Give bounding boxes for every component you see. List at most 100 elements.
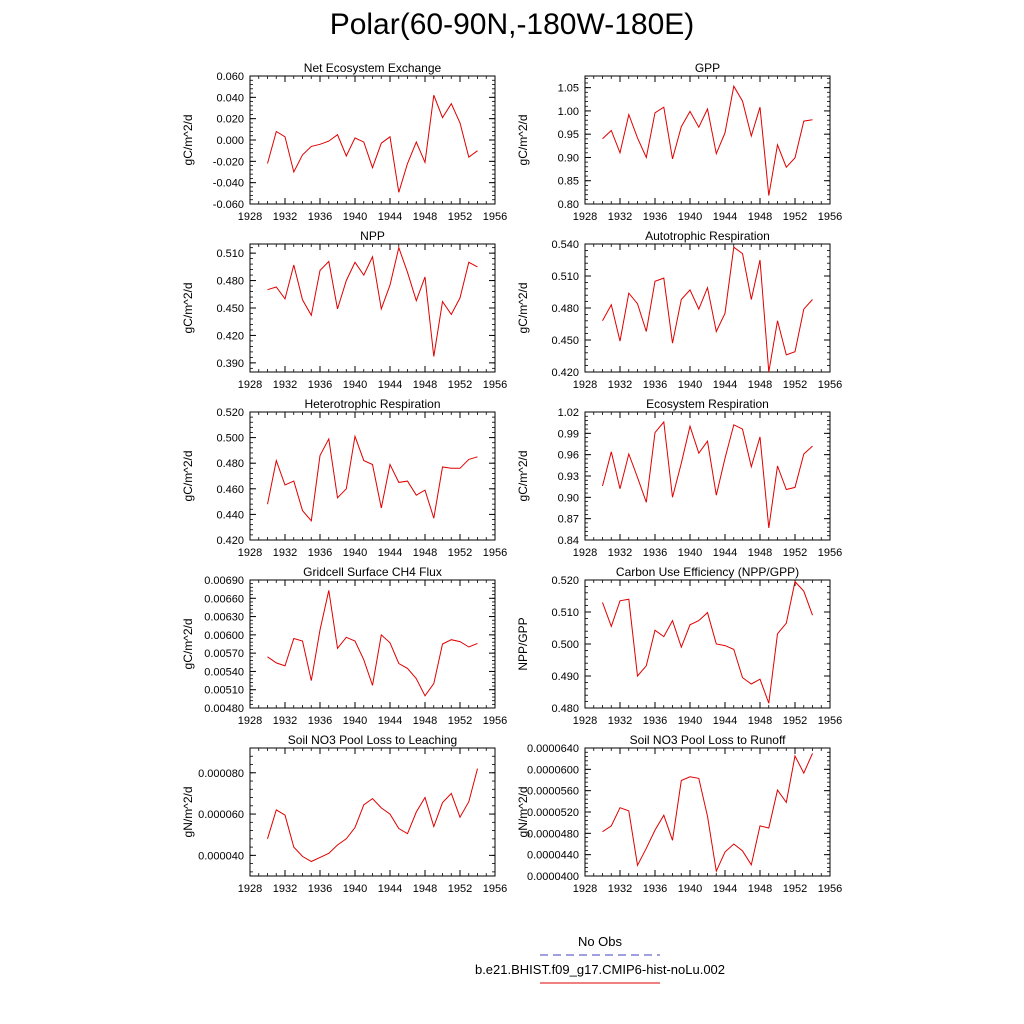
y-tick-label: 0.84: [558, 535, 579, 547]
x-tick-label: 1932: [273, 883, 297, 895]
x-tick-label: 1952: [783, 547, 807, 559]
chart-panel: Net Ecosystem Exchange gC/m^2/d 1928 1932 19…: [181, 61, 507, 223]
x-tick-label: 1952: [448, 715, 472, 727]
x-tick-label: 1948: [413, 379, 437, 391]
series-line: [602, 246, 813, 373]
x-tick-label: 1928: [238, 211, 262, 223]
x-tick-label: 1936: [643, 379, 667, 391]
chart-title: Autotrophic Respiration: [645, 229, 770, 243]
y-tick-label: 0.95: [558, 129, 579, 141]
y-tick-label: 0.90: [558, 492, 579, 504]
chart-panel: Autotrophic Respiration gC/m^2/d 1928 1932 1…: [516, 229, 842, 391]
y-tick-label: 0.480: [216, 458, 244, 470]
plot-frame: [249, 579, 496, 709]
y-tick-label: 0.540: [551, 239, 579, 251]
series-line: [267, 245, 478, 357]
x-tick-label: 1928: [238, 883, 262, 895]
x-tick-label: 1936: [308, 715, 332, 727]
y-axis-label: gC/m^2/d: [516, 283, 530, 334]
x-tick-label: 1940: [678, 715, 702, 727]
x-tick-label: 1952: [448, 883, 472, 895]
x-tick-label: 1948: [748, 547, 772, 559]
x-tick-label: 1944: [713, 379, 737, 391]
x-tick-label: 1952: [448, 379, 472, 391]
y-tick-label: 0.00660: [204, 593, 244, 605]
x-tick-label: 1936: [308, 547, 332, 559]
legend: No Obs b.e21.BHIST.f09_g17.CMIP6-hist-no…: [440, 930, 760, 1000]
y-tick-label: 0.000040: [198, 850, 244, 862]
x-tick-label: 1932: [608, 883, 632, 895]
y-tick-label: 0.040: [216, 92, 244, 104]
x-tick-label: 1940: [678, 379, 702, 391]
y-tick-label: 0.450: [551, 335, 579, 347]
x-tick-label: 1940: [678, 211, 702, 223]
y-tick-label: 0.450: [216, 303, 244, 315]
y-tick-label: 0.500: [551, 639, 579, 651]
x-tick-label: 1944: [713, 211, 737, 223]
series-line: [267, 590, 478, 697]
y-tick-label: 0.420: [216, 535, 244, 547]
x-tick-label: 1928: [238, 547, 262, 559]
series-line: [602, 580, 813, 704]
legend-obs-label: No Obs: [577, 934, 623, 949]
chart-panel: NPP gC/m^2/d 1928 1932 1936 1940 1944 1948 1952 1…: [181, 229, 507, 391]
y-tick-label: 1.05: [558, 83, 579, 95]
y-tick-label: 0.420: [551, 367, 579, 379]
y-tick-label: 0.510: [551, 607, 579, 619]
y-tick-label: 0.420: [216, 330, 244, 342]
x-tick-label: 1948: [413, 715, 437, 727]
chart-panel: GPP gC/m^2/d 1928 1932 1936 1940 1944 1948 1952 1…: [516, 61, 842, 223]
y-tick-label: 1.02: [558, 407, 579, 419]
x-tick-label: 1948: [748, 883, 772, 895]
y-tick-label: 0.460: [216, 484, 244, 496]
x-tick-label: 1932: [273, 715, 297, 727]
x-tick-label: 1936: [308, 883, 332, 895]
chart-panel: Ecosystem Respiration gC/m^2/d 1928 1932 193…: [516, 397, 842, 559]
y-tick-label: 0.480: [216, 276, 244, 288]
y-tick-label: 0.000060: [198, 809, 244, 821]
x-tick-label: 1932: [608, 547, 632, 559]
y-tick-label: 0.020: [216, 114, 244, 126]
y-axis-label: NPP/GPP: [516, 617, 530, 670]
chart-title: GPP: [695, 61, 720, 75]
series-line: [267, 95, 478, 193]
y-tick-label: 0.0000600: [527, 764, 579, 776]
y-tick-label: 0.0000640: [527, 743, 579, 755]
x-tick-label: 1948: [748, 715, 772, 727]
x-tick-label: 1944: [378, 379, 402, 391]
legend-model-line: [540, 982, 660, 984]
x-tick-label: 1956: [818, 883, 842, 895]
y-tick-label: 0.96: [558, 450, 579, 462]
x-tick-label: 1956: [818, 547, 842, 559]
y-axis-label: gC/m^2/d: [181, 451, 195, 502]
chart-title: NPP: [360, 229, 385, 243]
chart-panel: Carbon Use Efficiency (NPP/GPP) NPP/GPP 19…: [516, 565, 842, 727]
y-tick-label: 0.93: [558, 471, 579, 483]
y-tick-label: 0.510: [216, 248, 244, 260]
x-tick-label: 1944: [713, 883, 737, 895]
y-tick-label: 0.520: [216, 407, 244, 419]
plot-frame: [249, 243, 496, 373]
chart-title: Gridcell Surface CH4 Flux: [303, 565, 442, 579]
y-tick-label: -0.040: [213, 178, 244, 190]
y-tick-label: 0.510: [551, 271, 579, 283]
series-line: [267, 434, 478, 522]
x-tick-label: 1940: [678, 883, 702, 895]
x-tick-label: 1932: [608, 379, 632, 391]
y-axis-label: gC/m^2/d: [181, 619, 195, 670]
x-tick-label: 1940: [343, 883, 367, 895]
y-tick-label: 0.00570: [204, 648, 244, 660]
x-tick-label: 1936: [643, 547, 667, 559]
y-tick-label: 0.520: [551, 575, 579, 587]
plot-frame: [249, 75, 496, 205]
x-tick-label: 1956: [818, 715, 842, 727]
x-tick-label: 1944: [713, 715, 737, 727]
y-tick-label: 0.90: [558, 152, 579, 164]
x-tick-label: 1932: [608, 211, 632, 223]
y-tick-label: -0.020: [213, 156, 244, 168]
chart-panel: Soil NO3 Pool Loss to Leaching gN/m^2/d 19…: [181, 733, 507, 895]
y-tick-label: 0.00600: [204, 630, 244, 642]
y-tick-label: 0.00510: [204, 685, 244, 697]
series-line: [267, 768, 478, 863]
